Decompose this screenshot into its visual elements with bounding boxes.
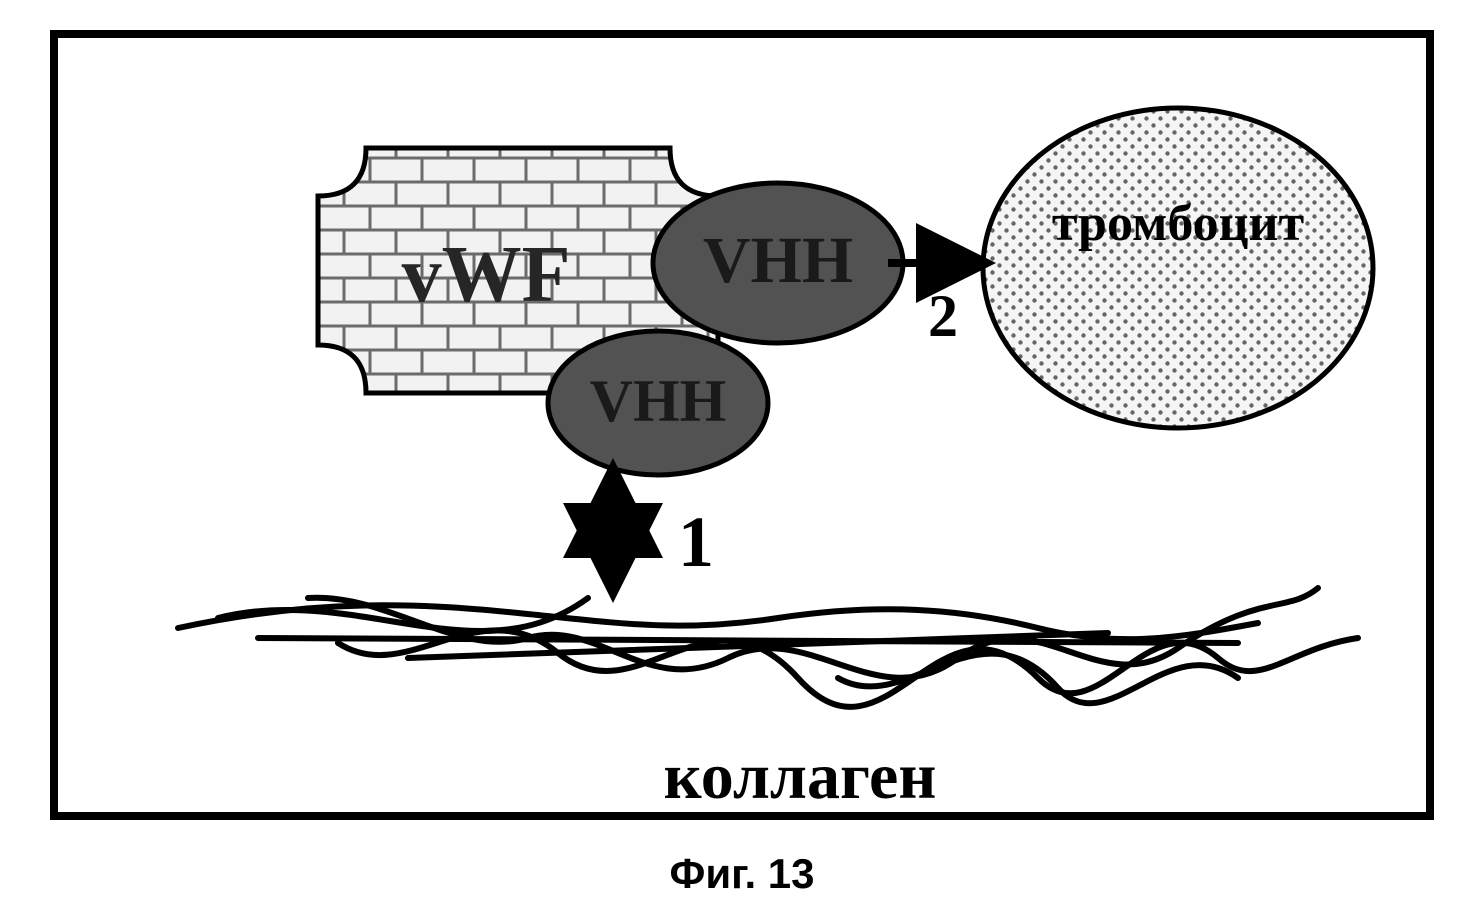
diagram-canvas: vWF тромбоцит VHH VHH 2 1 коллаген — [58, 38, 1442, 828]
vhh-1-label: VHH — [703, 224, 853, 297]
collagen-fibers — [178, 588, 1358, 707]
collagen-label: коллаген — [664, 740, 937, 813]
figure-caption: Фиг. 13 — [0, 850, 1484, 898]
platelet-label: тромбоцит — [1052, 195, 1304, 252]
vwf-label: vWF — [402, 231, 571, 319]
page: vWF тромбоцит VHH VHH 2 1 коллаген Фиг. … — [0, 0, 1484, 920]
arrow-2-label: 2 — [928, 283, 958, 349]
vhh-2-label: VHH — [590, 368, 727, 434]
platelet-cell — [983, 108, 1373, 428]
arrow-1-label: 1 — [678, 502, 714, 582]
figure-frame: vWF тромбоцит VHH VHH 2 1 коллаген — [50, 30, 1434, 820]
